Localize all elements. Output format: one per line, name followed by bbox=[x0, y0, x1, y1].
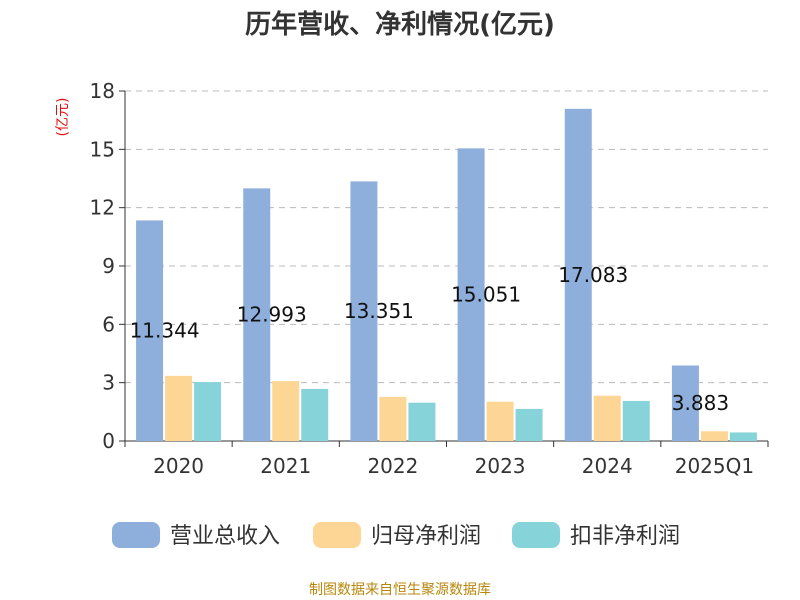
bar-归母净利润-2023 bbox=[486, 401, 514, 441]
y-unit-label: (亿元) bbox=[55, 98, 71, 137]
legend-swatch bbox=[313, 522, 361, 548]
y-tick-label: 18 bbox=[90, 79, 115, 103]
bar-营业总收入-2025Q1 bbox=[671, 365, 699, 441]
legend-item[interactable]: 归母净利润 bbox=[313, 522, 481, 549]
bar-扣非净利润-2024 bbox=[622, 400, 650, 441]
legend-label: 归母净利润 bbox=[371, 524, 481, 549]
bar-扣非净利润-2021 bbox=[301, 388, 329, 441]
bar-归母净利润-2021 bbox=[272, 381, 300, 441]
gridlines bbox=[125, 90, 768, 384]
bar-营业总收入-2022 bbox=[350, 181, 378, 441]
data-label: 12.993 bbox=[237, 303, 307, 327]
bar-归母净利润-2022 bbox=[379, 396, 407, 441]
x-tick-label: 2020 bbox=[153, 454, 204, 478]
legend[interactable]: 营业总收入 归母净利润 扣非净利润 bbox=[112, 522, 680, 549]
x-tick-label: 2021 bbox=[260, 454, 311, 478]
y-tick-label: 12 bbox=[90, 196, 115, 220]
bar-营业总收入-2024 bbox=[564, 108, 592, 441]
legend-item[interactable]: 扣非净利润 bbox=[512, 522, 680, 549]
bar-扣非净利润-2023 bbox=[515, 408, 543, 441]
bar-归母净利润-2025Q1 bbox=[700, 431, 728, 441]
data-label: 13.351 bbox=[344, 299, 414, 323]
data-label: 3.883 bbox=[672, 391, 729, 415]
data-label: 11.344 bbox=[130, 319, 200, 343]
x-tick-label: 2023 bbox=[475, 454, 526, 478]
data-label: 17.083 bbox=[558, 263, 628, 287]
x-tick-label: 2022 bbox=[367, 454, 418, 478]
y-tick-label: 3 bbox=[102, 371, 115, 395]
legend-swatch bbox=[112, 522, 160, 548]
source-note: 制图数据来自恒生聚源数据库 bbox=[309, 582, 491, 598]
bar-营业总收入-2020 bbox=[136, 220, 164, 441]
legend-item[interactable]: 营业总收入 bbox=[112, 522, 280, 549]
x-tick-label: 2025Q1 bbox=[675, 454, 754, 478]
data-label: 15.051 bbox=[451, 283, 521, 307]
legend-label: 营业总收入 bbox=[170, 524, 280, 549]
bar-归母净利润-2020 bbox=[165, 375, 193, 441]
data-labels: 11.344 12.993 13.351 15.051 17.083 3.883 bbox=[130, 263, 729, 415]
y-tick-label: 9 bbox=[102, 254, 115, 278]
bar-营业总收入-2023 bbox=[457, 148, 485, 441]
chart-title: 历年营收、净利情况(亿元) bbox=[245, 9, 555, 40]
y-tick-label: 6 bbox=[102, 312, 115, 336]
bars bbox=[136, 108, 757, 441]
x-tick-label: 2024 bbox=[582, 454, 633, 478]
bar-扣非净利润-2022 bbox=[408, 402, 436, 441]
bar-归母净利润-2024 bbox=[593, 395, 621, 441]
legend-swatch bbox=[512, 522, 560, 548]
bar-扣非净利润-2025Q1 bbox=[729, 432, 757, 441]
bar-扣非净利润-2020 bbox=[194, 382, 222, 441]
bar-营业总收入-2021 bbox=[243, 188, 271, 441]
y-tick-label: 15 bbox=[90, 137, 115, 161]
axes: 0 3 6 9 12 15 18 2020 2021 2022 2023 2024 2025Q1 bbox=[90, 79, 769, 478]
y-tick-label: 0 bbox=[102, 429, 115, 453]
legend-label: 扣非净利润 bbox=[570, 524, 680, 549]
